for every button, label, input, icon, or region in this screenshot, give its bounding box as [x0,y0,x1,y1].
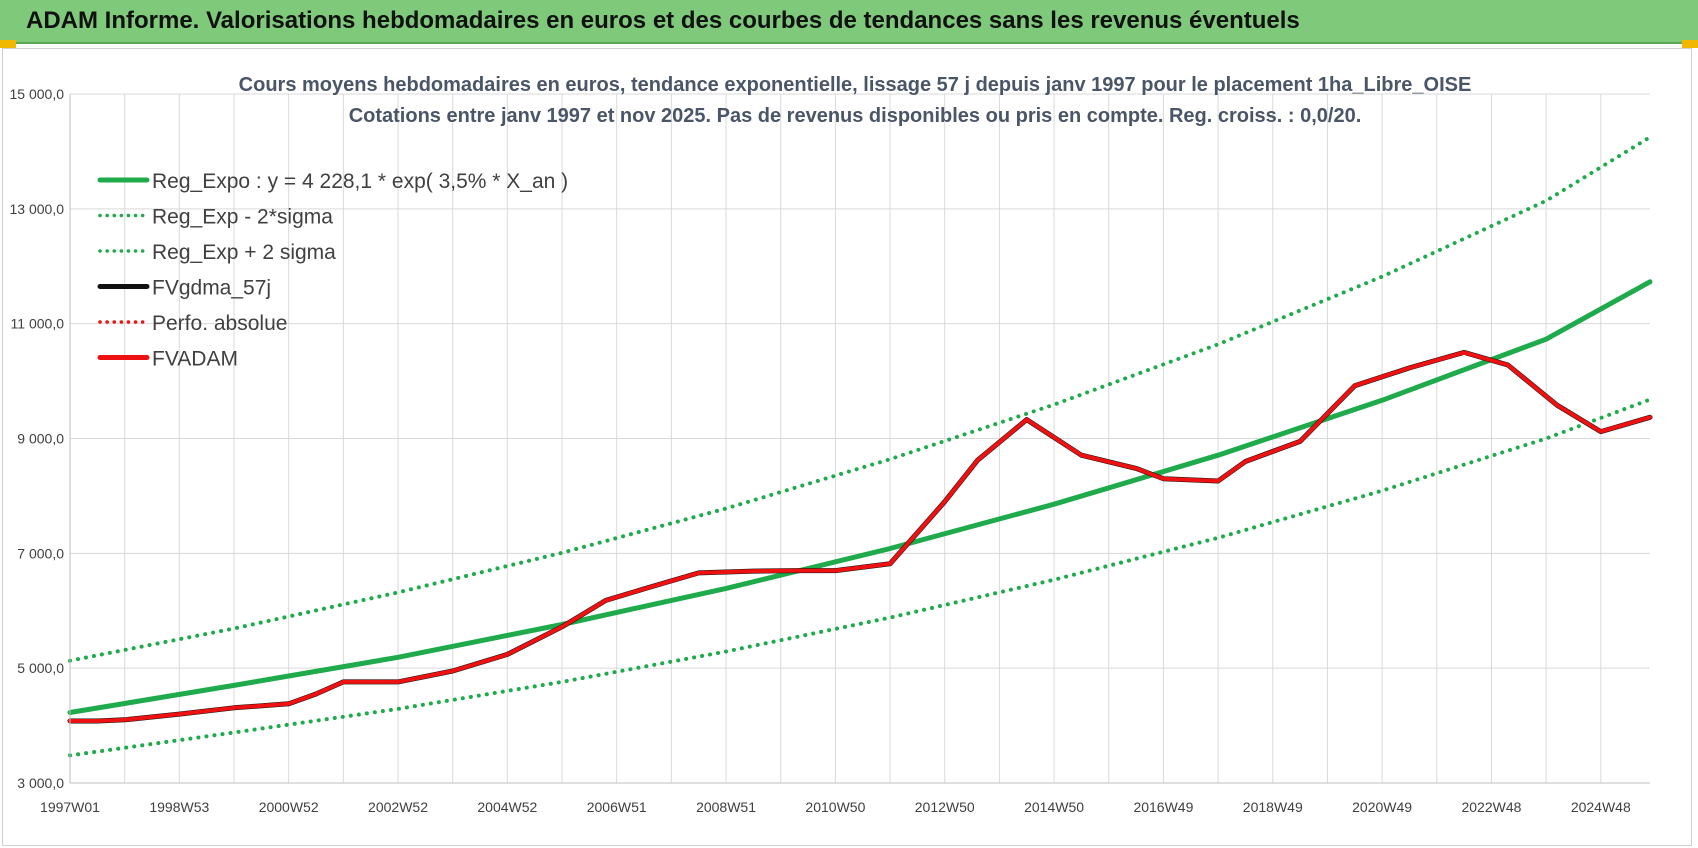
x-tick-label: 2012W50 [915,799,975,815]
legend-label: Reg_Exp - 2*sigma [152,206,333,229]
y-tick-label: 9 000,0 [17,431,64,447]
chart-frame [2,48,1692,846]
y-tick-label: 5 000,0 [17,660,64,676]
x-tick-label: 2020W49 [1352,799,1412,815]
legend-label: FVADAM [152,348,238,371]
grid-layer [69,93,1650,784]
x-tick-label: 2008W51 [696,799,756,815]
report-banner: ADAM Informe. Valorisations hebdomadaire… [0,0,1698,44]
x-tick-label: 2002W52 [368,799,428,815]
x-tick-label: 2022W48 [1461,799,1521,815]
y-tick-label: 15 000,0 [10,86,65,102]
title-layer: Cours moyens hebdomadaires en euros, ten… [239,74,1472,127]
series-line-reg-exp-2-sigma [68,397,1652,758]
series-layer [67,135,1653,758]
x-tick-label: 1997W01 [40,799,100,815]
x-tick-label: 2006W51 [587,799,647,815]
legend: Reg_Expo : y = 4 228,1 * exp( 3,5% * X_a… [97,170,568,371]
series-line-fvadam [68,350,1652,723]
y-tick-label: 3 000,0 [17,775,64,791]
axis-layer: 3 000,0 5 000,0 7 000,0 9 000,0 11 000,0 13 0… [10,86,1650,815]
y-tick-label: 7 000,0 [17,545,64,561]
x-tick-label: 1998W53 [149,799,209,815]
x-tick-label: 2024W48 [1571,799,1631,815]
series-line-reg-expo-y-4-228-1-exp-3-5-x-an [67,279,1653,715]
y-tick-label: 13 000,0 [10,201,65,217]
x-tick-label: 2016W49 [1133,799,1193,815]
legend-label: Reg_Expo : y = 4 228,1 * exp( 3,5% * X_a… [152,170,568,193]
legend-label: FVgdma_57j [152,277,271,300]
chart-subtitle: Cotations entre janv 1997 et nov 2025. P… [349,105,1362,127]
x-tick-label: 2010W50 [805,799,865,815]
x-tick-label: 2014W50 [1024,799,1084,815]
legend-label: Reg_Exp + 2 sigma [152,241,336,264]
chart-title: Cours moyens hebdomadaires en euros, ten… [239,74,1472,96]
report-title: ADAM Informe. Valorisations hebdomadaire… [26,7,1300,34]
series-line-fvgdma-57j [67,349,1653,724]
x-tick-label: 2000W52 [259,799,319,815]
x-tick-label: 2004W52 [477,799,537,815]
left-corner-mark [0,40,16,48]
right-corner-mark [1682,40,1698,48]
x-tick-label: 2018W49 [1243,799,1303,815]
legend-label: Perfo. absolue [152,312,287,335]
y-tick-label: 11 000,0 [11,316,65,332]
